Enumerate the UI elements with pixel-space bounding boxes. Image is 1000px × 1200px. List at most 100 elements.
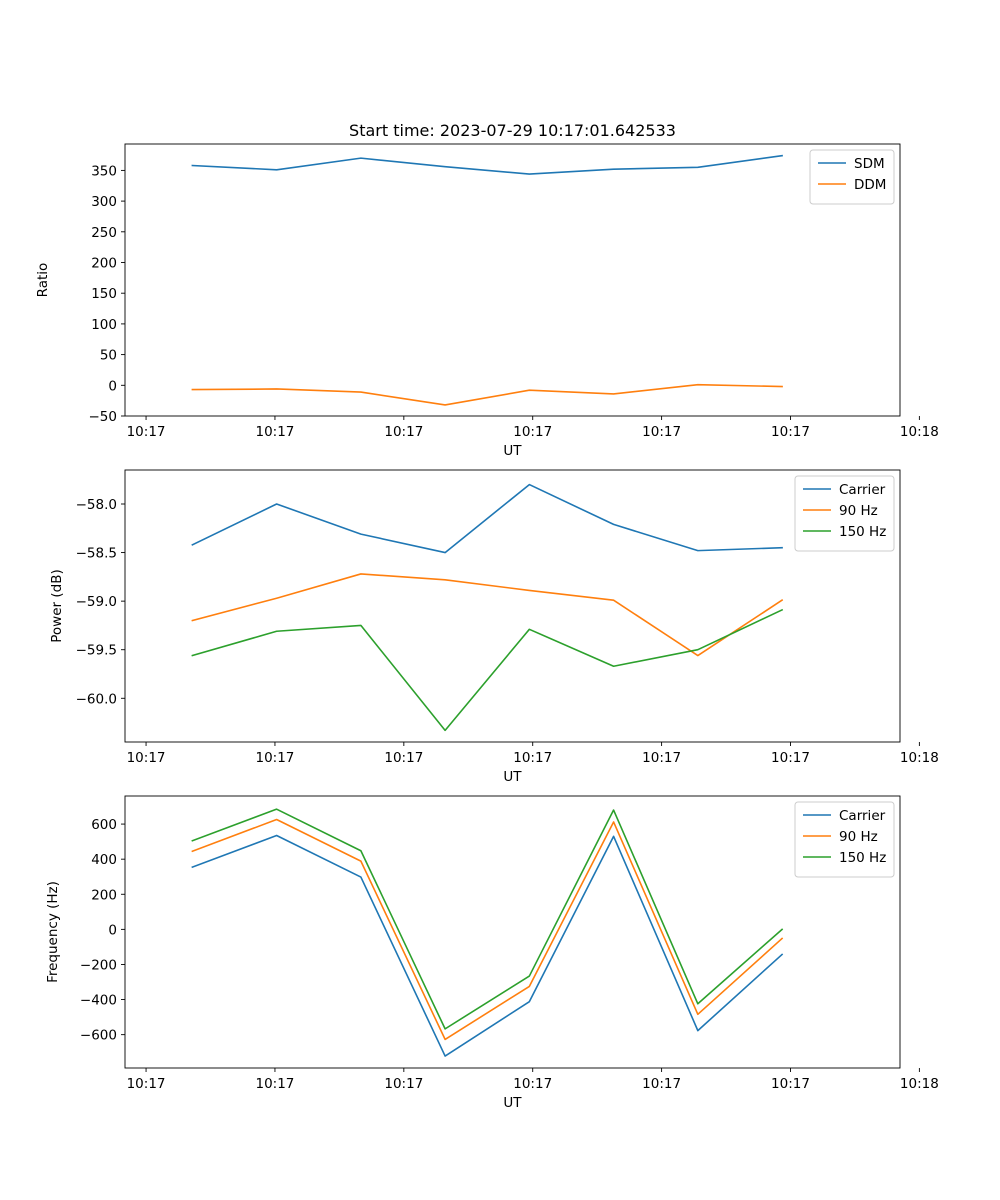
y-tick-label: −59.0 bbox=[76, 594, 117, 610]
data-point-150-hz bbox=[780, 608, 784, 612]
x-tick-label: 10:17 bbox=[642, 1076, 681, 1092]
y-tick-label: 300 bbox=[91, 194, 117, 210]
data-point-sdm bbox=[527, 172, 531, 176]
data-point-sdm bbox=[359, 156, 363, 160]
data-point-90-hz bbox=[612, 598, 616, 602]
data-point-150-hz bbox=[190, 654, 194, 658]
legend-box bbox=[794, 801, 895, 878]
data-point-150-hz bbox=[275, 807, 279, 811]
data-point-150-hz bbox=[359, 623, 363, 627]
y-tick-label: −58.5 bbox=[76, 546, 117, 562]
y-tick-label: 400 bbox=[91, 852, 117, 868]
y-tick-label: −60.0 bbox=[76, 691, 117, 707]
axes-frame bbox=[124, 469, 901, 743]
x-tick-label: 10:17 bbox=[642, 750, 681, 766]
series-line-carrier bbox=[191, 834, 784, 1057]
data-point-150-hz bbox=[359, 849, 363, 853]
data-point-90-hz bbox=[275, 596, 279, 600]
data-point-90-hz bbox=[190, 849, 194, 853]
series-line-90-hz bbox=[191, 818, 784, 1041]
series-lines bbox=[190, 483, 784, 732]
data-point-150-hz bbox=[696, 648, 700, 652]
power-panel: 10:17 10:17 10:17 10:17 10:17 10:17 10:18 −60.0… bbox=[49, 469, 939, 785]
data-point-carrier bbox=[612, 522, 616, 526]
legend: Carrier 90 Hz 150 Hz bbox=[794, 801, 895, 878]
series-line-150-hz bbox=[191, 808, 784, 1030]
x-tick-label: 10:18 bbox=[900, 750, 939, 766]
data-point-90-hz bbox=[190, 619, 194, 623]
series-lines bbox=[190, 807, 784, 1058]
data-point-150-hz bbox=[780, 927, 784, 931]
x-tick-label: 10:17 bbox=[255, 1076, 294, 1092]
data-point-ddm bbox=[359, 390, 363, 394]
axes-frame bbox=[124, 795, 901, 1069]
chart-title: Start time: 2023-07-29 10:17:01.642533 bbox=[349, 121, 676, 140]
x-tick-label: 10:17 bbox=[127, 1076, 166, 1092]
data-point-150-hz bbox=[443, 1027, 447, 1031]
data-point-150-hz bbox=[612, 808, 616, 812]
x-tick-label: 10:17 bbox=[642, 424, 681, 440]
data-point-150-hz bbox=[696, 1002, 700, 1006]
data-point-90-hz bbox=[696, 1012, 700, 1016]
x-tick-label: 10:17 bbox=[513, 750, 552, 766]
data-point-ddm bbox=[527, 388, 531, 392]
x-tick-label: 10:17 bbox=[771, 750, 810, 766]
y-tick-label: 350 bbox=[91, 163, 117, 179]
data-point-carrier bbox=[443, 1054, 447, 1058]
y-axis-label: Power (dB) bbox=[49, 569, 65, 642]
data-point-150-hz bbox=[443, 728, 447, 732]
series-line-carrier bbox=[191, 483, 783, 554]
frequency-panel: 10:17 10:17 10:17 10:17 10:17 10:17 10:18 −600 −… bbox=[45, 795, 939, 1111]
legend: SDM DDM bbox=[809, 149, 895, 205]
legend-label: Carrier bbox=[839, 808, 886, 824]
legend-label: 150 Hz bbox=[839, 850, 886, 866]
x-tick-label: 10:18 bbox=[900, 424, 939, 440]
legend-label: 150 Hz bbox=[839, 524, 886, 540]
y-axis-label: Frequency (Hz) bbox=[45, 881, 61, 983]
y-tick-label: 0 bbox=[108, 378, 117, 394]
data-point-carrier bbox=[190, 543, 194, 547]
data-point-ddm bbox=[696, 383, 700, 387]
y-tick-label: 150 bbox=[91, 286, 117, 302]
data-point-90-hz bbox=[527, 984, 531, 988]
data-point-150-hz bbox=[190, 839, 194, 843]
series-lines bbox=[190, 154, 784, 406]
data-point-ddm bbox=[780, 385, 784, 389]
y-tick-label: −600 bbox=[80, 1028, 117, 1044]
data-point-90-hz bbox=[696, 654, 700, 658]
y-tick-label: −58.0 bbox=[76, 497, 117, 513]
y-axis-label: Ratio bbox=[35, 263, 51, 298]
x-tick-label: 10:17 bbox=[255, 750, 294, 766]
y-tick-label: −400 bbox=[80, 993, 117, 1009]
x-tick-label: 10:17 bbox=[384, 424, 423, 440]
series-line-150-hz bbox=[191, 608, 784, 732]
legend-label: SDM bbox=[854, 156, 885, 172]
data-point-carrier bbox=[359, 532, 363, 536]
y-tick-label: 0 bbox=[108, 922, 117, 938]
y-tick-label: 200 bbox=[91, 256, 117, 272]
y-tick-label: 200 bbox=[91, 887, 117, 903]
x-tick-label: 10:18 bbox=[900, 1076, 939, 1092]
data-point-ddm bbox=[275, 387, 279, 391]
y-tick-label: −200 bbox=[80, 957, 117, 973]
data-point-carrier bbox=[780, 952, 784, 956]
x-tick-label: 10:17 bbox=[771, 1076, 810, 1092]
data-point-90-hz bbox=[780, 598, 784, 602]
data-point-150-hz bbox=[527, 974, 531, 978]
x-axis-label: UT bbox=[503, 1095, 522, 1111]
data-point-carrier bbox=[696, 1029, 700, 1033]
data-point-90-hz bbox=[780, 936, 784, 940]
data-point-150-hz bbox=[612, 664, 616, 668]
legend-label: 90 Hz bbox=[839, 503, 878, 519]
data-point-ddm bbox=[190, 388, 194, 392]
data-point-carrier bbox=[612, 834, 616, 838]
data-point-carrier bbox=[780, 546, 784, 550]
legend: Carrier 90 Hz 150 Hz bbox=[794, 475, 895, 552]
x-tick-label: 10:17 bbox=[513, 424, 552, 440]
data-point-150-hz bbox=[527, 627, 531, 631]
x-axis-label: UT bbox=[503, 769, 522, 785]
y-tick-label: 600 bbox=[91, 817, 117, 833]
legend-label: 90 Hz bbox=[839, 829, 878, 845]
y-tick-label: 100 bbox=[91, 317, 117, 333]
y-tick-label: 50 bbox=[100, 348, 117, 364]
